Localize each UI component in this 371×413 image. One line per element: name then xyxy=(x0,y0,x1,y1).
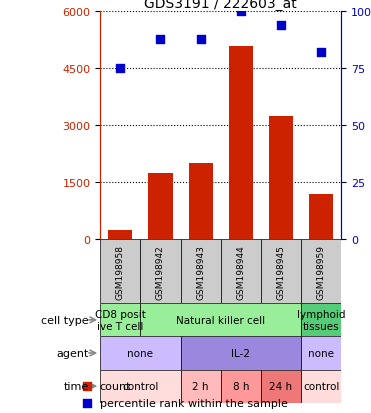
Text: 24 h: 24 h xyxy=(269,381,293,391)
Text: GSM198959: GSM198959 xyxy=(317,244,326,299)
Point xyxy=(198,36,204,43)
Text: none: none xyxy=(308,348,334,358)
Text: time: time xyxy=(64,381,89,391)
Text: percentile rank within the sample: percentile rank within the sample xyxy=(100,398,288,408)
Bar xyxy=(269,116,293,240)
Point xyxy=(318,50,324,57)
Bar xyxy=(100,337,181,370)
Bar xyxy=(188,164,213,240)
Point xyxy=(278,23,284,29)
Bar xyxy=(148,173,173,240)
Text: IL-2: IL-2 xyxy=(232,348,250,358)
Bar xyxy=(108,230,132,240)
Text: count: count xyxy=(100,381,131,391)
Text: control: control xyxy=(122,381,158,391)
Point xyxy=(238,9,244,16)
Bar xyxy=(301,240,341,304)
Text: control: control xyxy=(303,381,339,391)
Bar xyxy=(301,337,341,370)
Text: GSM198944: GSM198944 xyxy=(236,244,245,299)
Bar xyxy=(181,370,221,403)
Bar xyxy=(221,370,261,403)
Bar xyxy=(140,304,301,337)
Title: GDS3191 / 222603_at: GDS3191 / 222603_at xyxy=(144,0,297,12)
Bar xyxy=(100,370,181,403)
Bar xyxy=(100,240,140,304)
Text: Natural killer cell: Natural killer cell xyxy=(176,315,265,325)
Point xyxy=(84,383,90,389)
Bar xyxy=(100,304,140,337)
Text: 8 h: 8 h xyxy=(233,381,249,391)
Text: agent: agent xyxy=(57,348,89,358)
Point xyxy=(157,36,163,43)
Bar xyxy=(181,240,221,304)
Text: 2 h: 2 h xyxy=(193,381,209,391)
Bar xyxy=(309,194,333,240)
Text: none: none xyxy=(127,348,153,358)
Bar xyxy=(221,240,261,304)
Point xyxy=(117,66,123,73)
Text: CD8 posit
ive T cell: CD8 posit ive T cell xyxy=(95,309,146,331)
Text: GSM198943: GSM198943 xyxy=(196,244,205,299)
Bar xyxy=(140,240,181,304)
Bar xyxy=(181,337,301,370)
Bar xyxy=(261,240,301,304)
Bar xyxy=(301,370,341,403)
Bar xyxy=(261,370,301,403)
Bar xyxy=(229,47,253,240)
Text: GSM198945: GSM198945 xyxy=(276,244,286,299)
Text: lymphoid
tissues: lymphoid tissues xyxy=(297,309,345,331)
Text: GSM198958: GSM198958 xyxy=(116,244,125,299)
Text: cell type: cell type xyxy=(42,315,89,325)
Bar xyxy=(301,304,341,337)
Text: GSM198942: GSM198942 xyxy=(156,244,165,299)
Point xyxy=(84,399,90,406)
